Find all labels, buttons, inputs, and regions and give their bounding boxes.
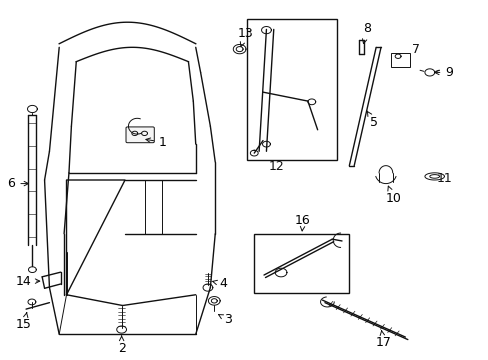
Text: 13: 13 xyxy=(237,27,253,46)
Text: 16: 16 xyxy=(295,214,310,231)
Text: 2: 2 xyxy=(118,336,125,355)
Text: 12: 12 xyxy=(268,160,284,173)
Text: 6: 6 xyxy=(7,177,28,190)
Text: 1: 1 xyxy=(145,136,167,149)
Text: 15: 15 xyxy=(16,312,32,331)
Text: 11: 11 xyxy=(436,172,451,185)
Bar xyxy=(254,234,348,293)
Bar xyxy=(390,53,409,67)
Text: 4: 4 xyxy=(212,278,226,291)
Text: 5: 5 xyxy=(366,111,378,129)
FancyBboxPatch shape xyxy=(126,127,154,143)
Text: 9: 9 xyxy=(434,66,452,79)
Text: 10: 10 xyxy=(385,186,400,205)
Text: 8: 8 xyxy=(362,22,370,44)
Text: 7: 7 xyxy=(411,43,419,56)
Text: 14: 14 xyxy=(15,275,40,288)
Text: 3: 3 xyxy=(218,313,231,327)
Bar xyxy=(246,19,336,160)
Text: 17: 17 xyxy=(375,330,390,349)
